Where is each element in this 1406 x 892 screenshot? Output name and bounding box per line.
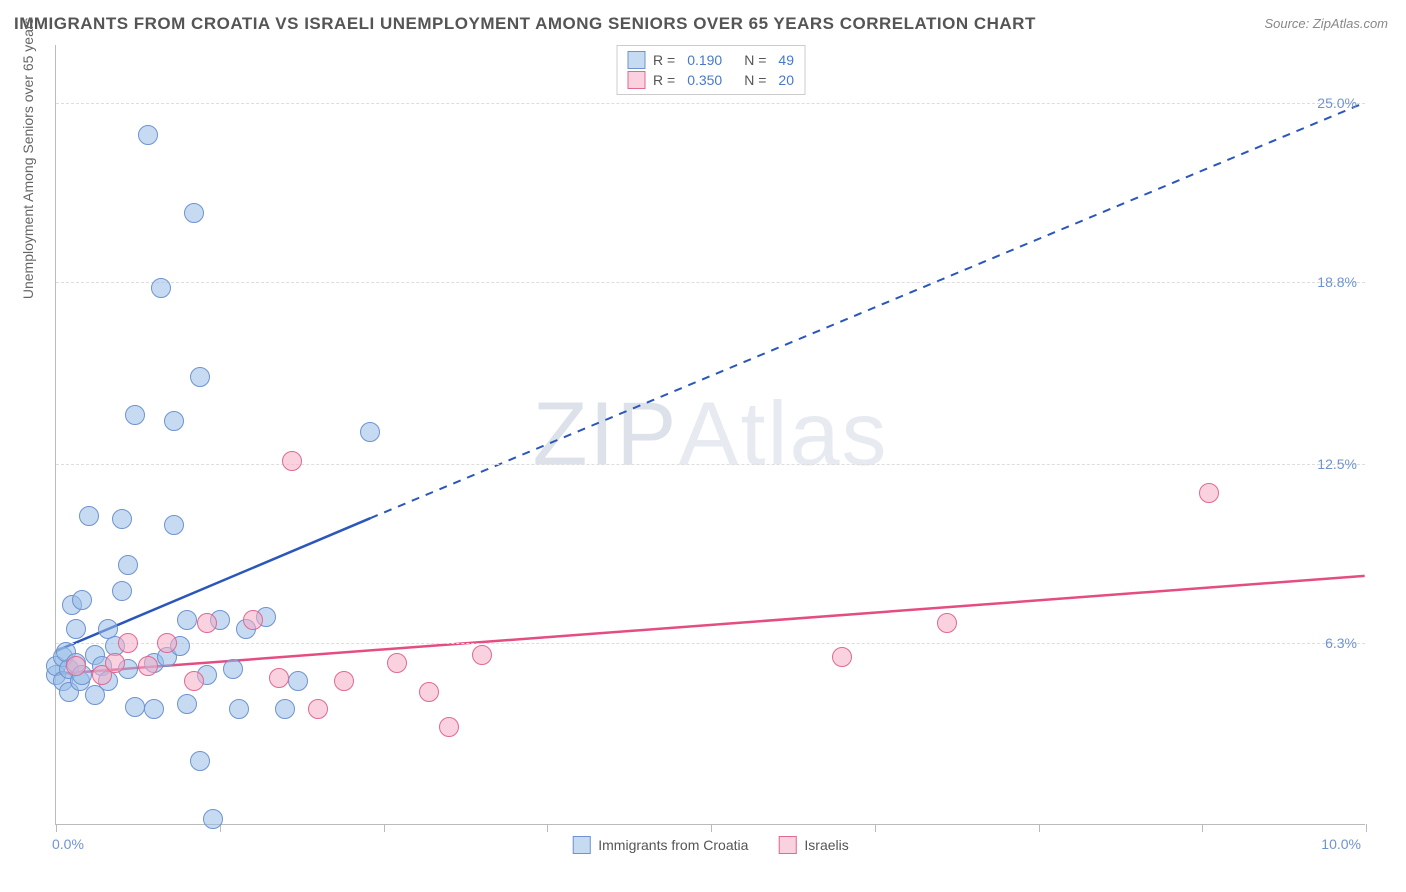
gridline [56, 643, 1365, 644]
data-point [164, 515, 184, 535]
data-point [243, 610, 263, 630]
data-point [1199, 483, 1219, 503]
data-point [419, 682, 439, 702]
data-point [138, 656, 158, 676]
x-tick [875, 824, 876, 832]
legend-item: Israelis [778, 836, 848, 854]
trend-lines [56, 45, 1365, 824]
source-label: Source: ZipAtlas.com [1264, 16, 1388, 31]
legend-item: Immigrants from Croatia [572, 836, 748, 854]
data-point [112, 509, 132, 529]
x-axis-max-label: 10.0% [1321, 836, 1361, 852]
legend-r-label: R = [653, 72, 675, 88]
data-point [177, 610, 197, 630]
data-point [832, 647, 852, 667]
data-point [275, 699, 295, 719]
data-point [105, 653, 125, 673]
data-point [157, 633, 177, 653]
data-point [282, 451, 302, 471]
x-tick [547, 824, 548, 832]
x-tick [1366, 824, 1367, 832]
data-point [190, 751, 210, 771]
legend-stats: R = 0.190 N = 49 R = 0.350 N = 20 [616, 45, 805, 95]
data-point [118, 555, 138, 575]
data-point [79, 506, 99, 526]
x-tick [56, 824, 57, 832]
data-point [66, 619, 86, 639]
x-tick [711, 824, 712, 832]
data-point [118, 633, 138, 653]
legend-stats-row: R = 0.350 N = 20 [627, 70, 794, 90]
y-tick-label: 6.3% [1325, 635, 1357, 651]
data-point [66, 656, 86, 676]
data-point [472, 645, 492, 665]
watermark: ZIPAtlas [532, 383, 888, 486]
data-point [439, 717, 459, 737]
data-point [138, 125, 158, 145]
legend-swatch-blue [627, 51, 645, 69]
legend-n-label: N = [744, 52, 766, 68]
data-point [308, 699, 328, 719]
data-point [112, 581, 132, 601]
data-point [144, 699, 164, 719]
y-tick-label: 18.8% [1317, 274, 1357, 290]
legend-n-value: 20 [778, 72, 794, 88]
legend-n-value: 49 [778, 52, 794, 68]
data-point [387, 653, 407, 673]
data-point [184, 671, 204, 691]
gridline [56, 103, 1365, 104]
data-point [125, 697, 145, 717]
legend-label: Israelis [804, 837, 848, 853]
data-point [334, 671, 354, 691]
gridline [56, 464, 1365, 465]
x-tick [1039, 824, 1040, 832]
x-axis-min-label: 0.0% [52, 836, 84, 852]
legend-label: Immigrants from Croatia [598, 837, 748, 853]
watermark-bold: ZIP [532, 384, 678, 484]
legend-swatch-pink [627, 71, 645, 89]
legend-swatch-pink [778, 836, 796, 854]
legend-swatch-blue [572, 836, 590, 854]
legend-r-value: 0.350 [687, 72, 722, 88]
y-axis-title: Unemployment Among Seniors over 65 years [20, 17, 36, 299]
data-point [125, 405, 145, 425]
data-point [177, 694, 197, 714]
legend-n-label: N = [744, 72, 766, 88]
data-point [190, 367, 210, 387]
data-point [223, 659, 243, 679]
x-tick [1202, 824, 1203, 832]
data-point [937, 613, 957, 633]
data-point [184, 203, 204, 223]
y-tick-label: 25.0% [1317, 95, 1357, 111]
legend-stats-row: R = 0.190 N = 49 [627, 50, 794, 70]
data-point [203, 809, 223, 829]
legend-r-label: R = [653, 52, 675, 68]
chart-title: IMMIGRANTS FROM CROATIA VS ISRAELI UNEMP… [14, 14, 1036, 34]
legend-series: Immigrants from Croatia Israelis [572, 836, 849, 854]
data-point [360, 422, 380, 442]
legend-r-value: 0.190 [687, 52, 722, 68]
data-point [288, 671, 308, 691]
data-point [164, 411, 184, 431]
y-tick-label: 12.5% [1317, 456, 1357, 472]
correlation-chart: IMMIGRANTS FROM CROATIA VS ISRAELI UNEMP… [0, 0, 1406, 892]
data-point [229, 699, 249, 719]
gridline [56, 282, 1365, 283]
plot-area: ZIPAtlas R = 0.190 N = 49 R = 0.350 N = … [55, 45, 1365, 825]
data-point [72, 590, 92, 610]
watermark-thin: Atlas [678, 384, 888, 484]
x-tick [384, 824, 385, 832]
data-point [151, 278, 171, 298]
data-point [197, 613, 217, 633]
data-point [269, 668, 289, 688]
